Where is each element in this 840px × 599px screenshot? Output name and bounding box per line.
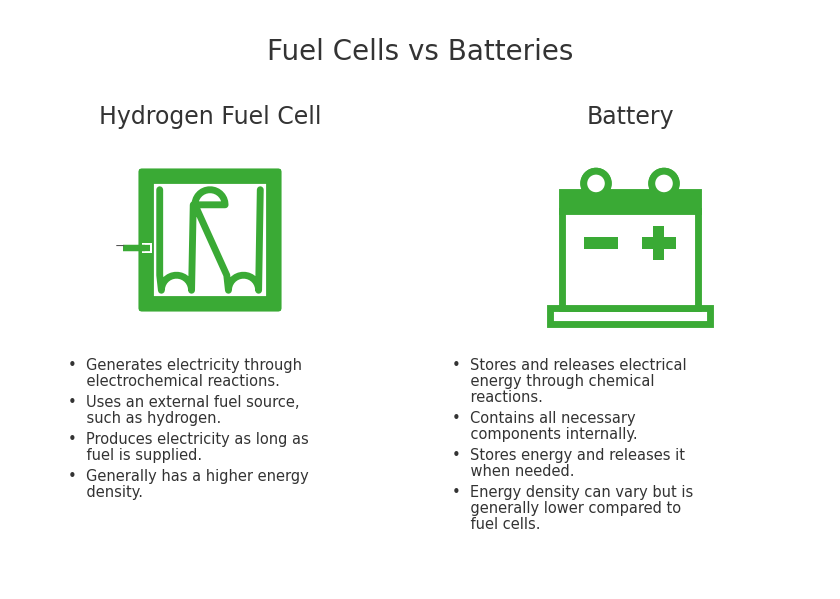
Text: components internally.: components internally. [452,427,638,442]
Text: •  Uses an external fuel source,: • Uses an external fuel source, [68,395,300,410]
Text: •  Stores and releases electrical: • Stores and releases electrical [452,358,686,373]
Text: such as hydrogen.: such as hydrogen. [68,411,221,426]
Text: •  Produces electricity as long as: • Produces electricity as long as [68,432,309,447]
FancyBboxPatch shape [549,308,711,324]
FancyBboxPatch shape [151,181,270,300]
FancyBboxPatch shape [562,192,698,308]
Bar [585,237,618,249]
FancyBboxPatch shape [142,172,278,308]
Text: fuel cells.: fuel cells. [452,517,540,532]
Text: fuel is supplied.: fuel is supplied. [68,448,202,463]
Text: electrochemical reactions.: electrochemical reactions. [68,374,280,389]
Text: −: − [114,240,125,253]
Text: reactions.: reactions. [452,390,543,405]
Circle shape [652,171,676,196]
Text: •  Contains all necessary: • Contains all necessary [452,411,636,426]
Circle shape [584,171,608,196]
FancyBboxPatch shape [564,192,696,211]
Text: energy through chemical: energy through chemical [452,374,654,389]
Text: generally lower compared to: generally lower compared to [452,501,681,516]
Bar [642,237,675,249]
Circle shape [584,171,608,196]
Text: Battery: Battery [586,105,674,129]
Text: Hydrogen Fuel Cell: Hydrogen Fuel Cell [99,105,321,129]
Circle shape [652,171,676,196]
Text: •  Stores energy and releases it: • Stores energy and releases it [452,448,685,463]
Text: density.: density. [68,485,143,500]
Text: when needed.: when needed. [452,464,575,479]
Text: •  Generally has a higher energy: • Generally has a higher energy [68,469,309,484]
Text: •  Energy density can vary but is: • Energy density can vary but is [452,485,693,500]
Text: •  Generates electricity through: • Generates electricity through [68,358,302,373]
Text: Fuel Cells vs Batteries: Fuel Cells vs Batteries [267,38,573,66]
Bar [653,226,664,260]
